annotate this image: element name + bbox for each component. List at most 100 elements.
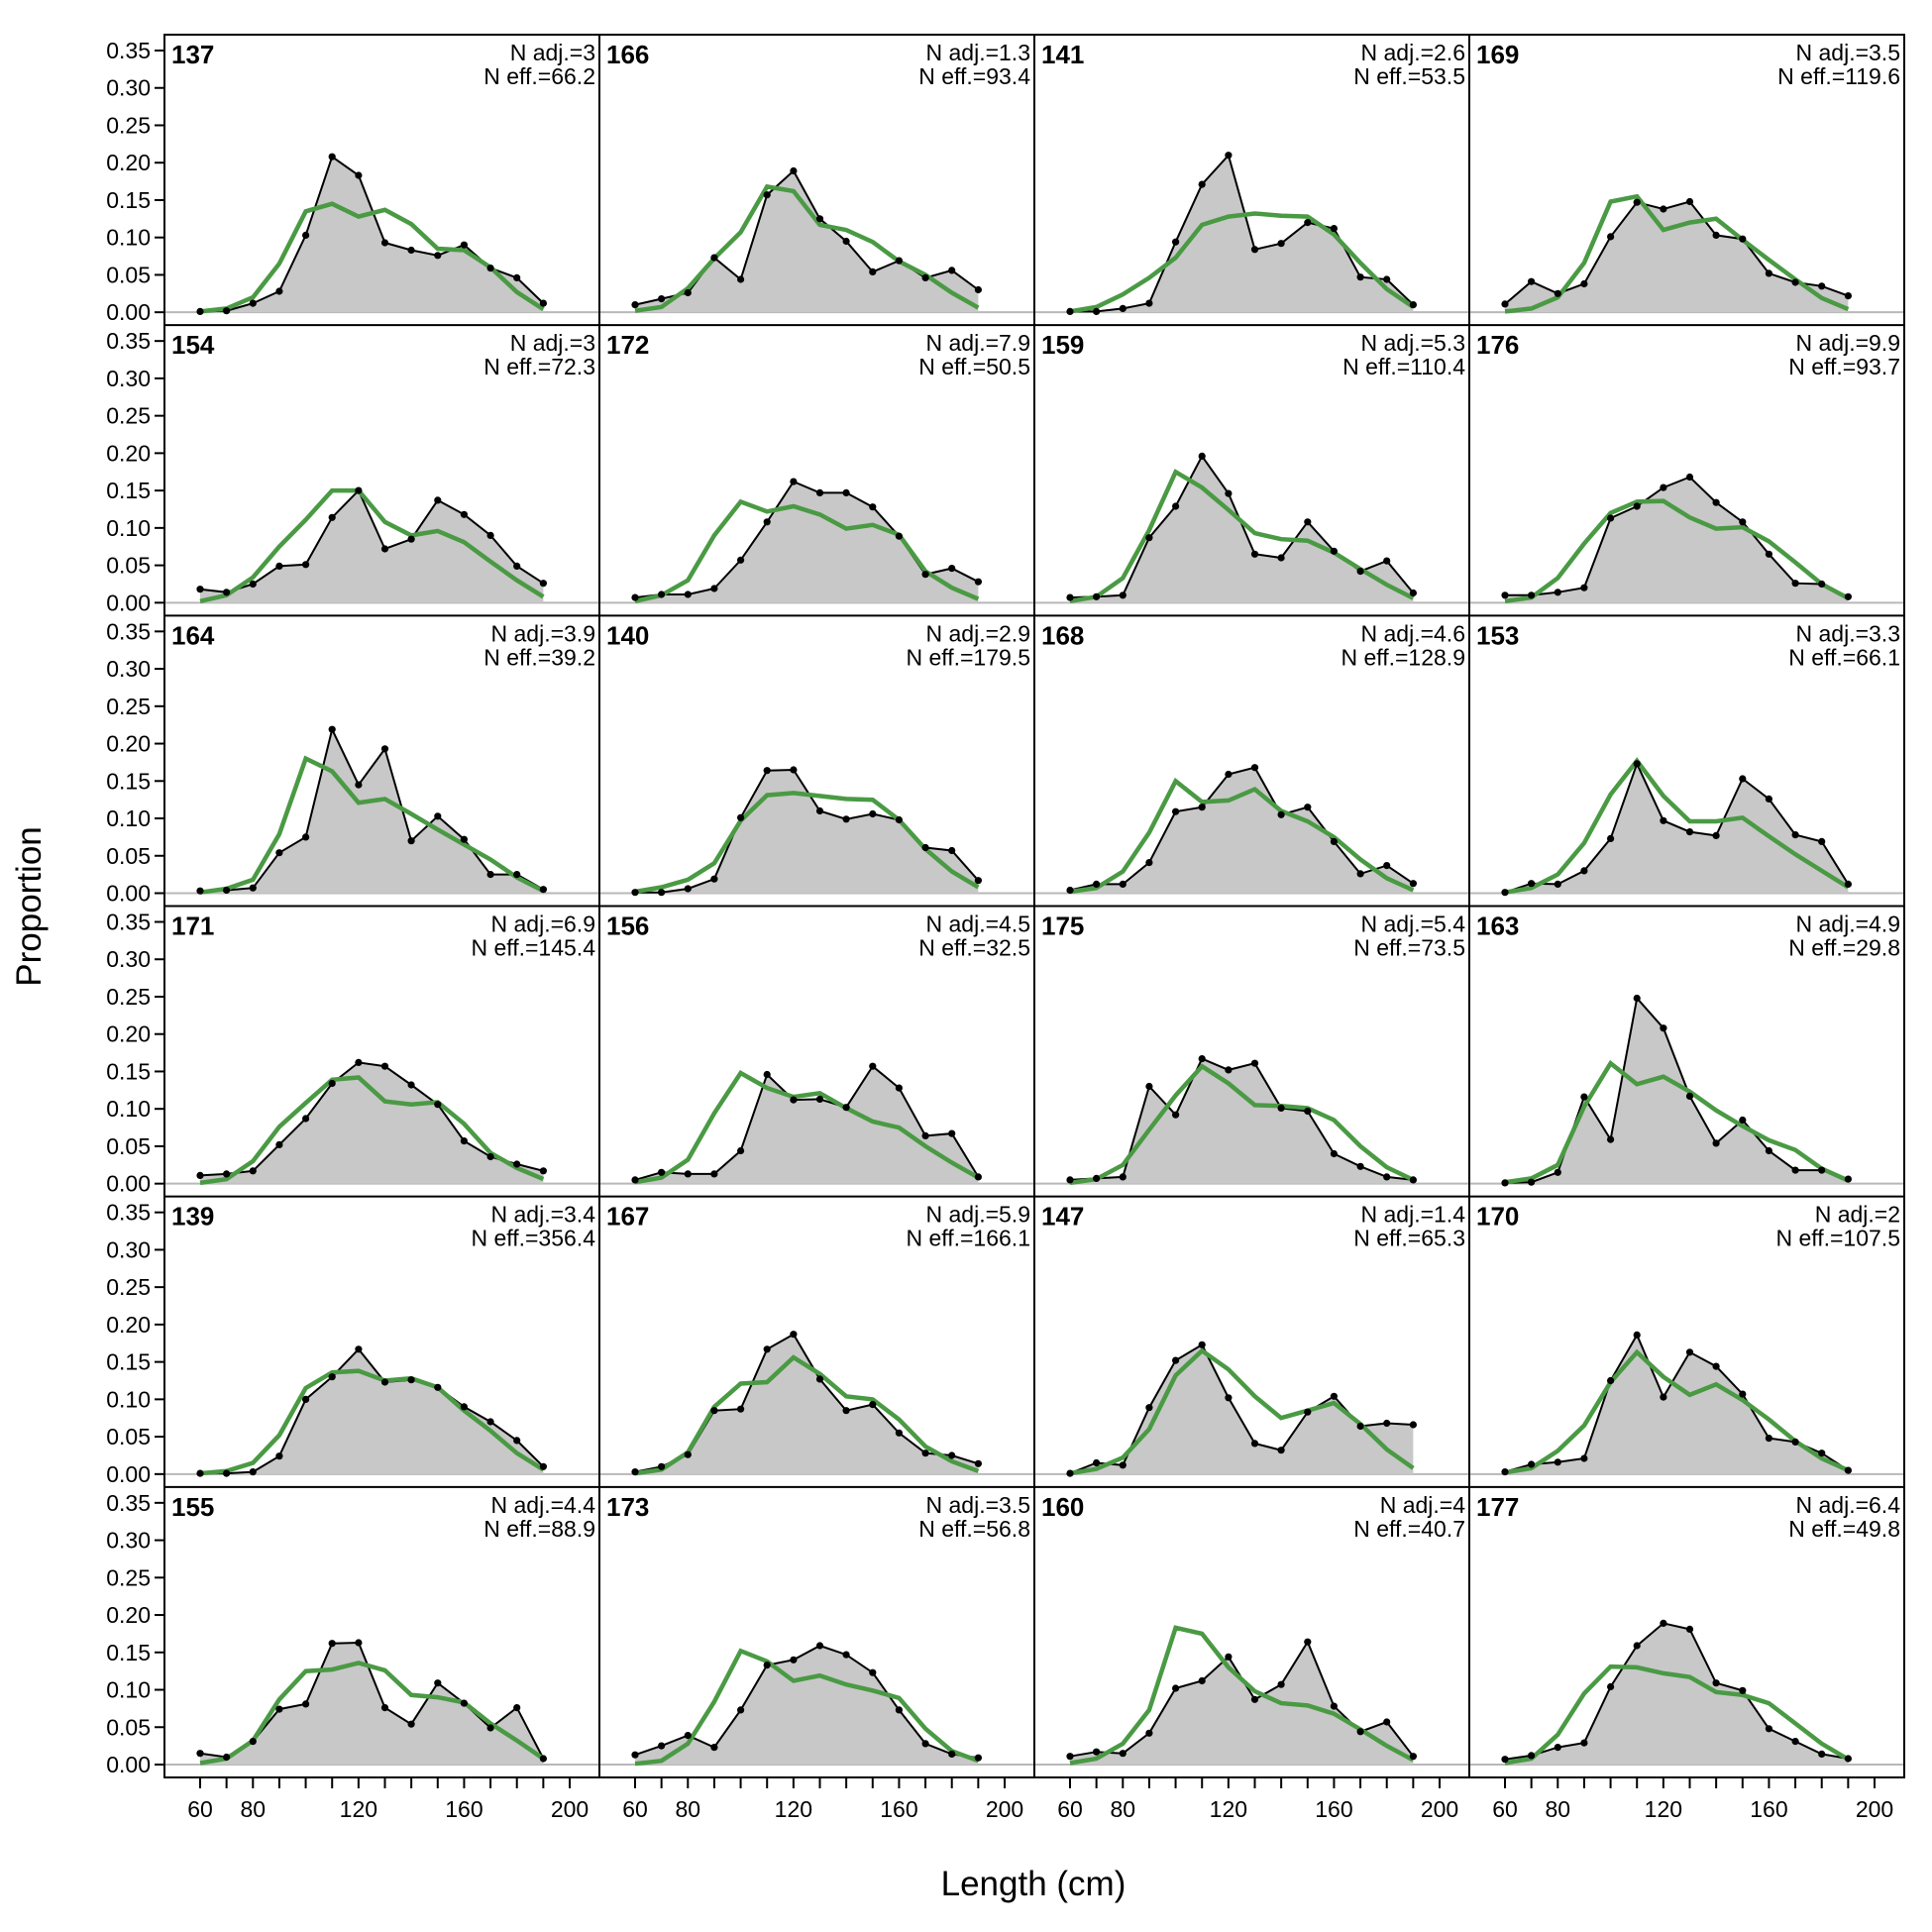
observed-point	[1607, 1135, 1615, 1143]
observed-point	[842, 1651, 850, 1659]
observed-point	[974, 1459, 983, 1467]
expected-line	[1069, 469, 1415, 604]
observed-point	[1501, 591, 1509, 599]
n-adj-label: N adj.=4.5	[926, 912, 1031, 937]
y-tick-label: 0.10	[106, 805, 151, 831]
observed-point	[355, 1345, 363, 1353]
observed-line	[1504, 1622, 1849, 1761]
observed-point	[1791, 278, 1799, 286]
y-tick-label: 0.00	[106, 881, 151, 907]
n-eff-label: N eff.=72.3	[483, 354, 595, 379]
observed-point	[407, 1376, 415, 1384]
observed-point	[1304, 1107, 1312, 1116]
observed-point	[434, 1101, 442, 1109]
observed-point	[658, 590, 666, 598]
observed-point	[1712, 1679, 1720, 1687]
observed-point	[1304, 518, 1312, 526]
observed-point	[1198, 1676, 1206, 1685]
observed-point	[1528, 880, 1536, 888]
panel-label: 177	[1476, 1492, 1519, 1522]
observed-point	[1791, 831, 1799, 839]
observed-point	[1607, 233, 1615, 241]
observed-point	[380, 1062, 389, 1070]
observed-point	[1633, 1331, 1641, 1339]
observed-point	[460, 1699, 468, 1707]
observed-point	[895, 1706, 904, 1714]
observed-point	[1739, 518, 1747, 526]
observed-point	[815, 1375, 824, 1383]
n-adj-label: N adj.=2	[1815, 1202, 1900, 1228]
panel-label: 153	[1476, 620, 1519, 650]
observed-area	[200, 1643, 544, 1765]
n-eff-label: N eff.=53.5	[1353, 63, 1465, 89]
observed-point	[1172, 238, 1180, 246]
n-adj-label: N adj.=4.9	[1796, 912, 1901, 937]
observed-point	[1119, 1750, 1127, 1758]
observed-point	[275, 849, 283, 857]
observed-point	[763, 191, 771, 199]
observed-point	[710, 585, 718, 592]
x-tick-label: 160	[880, 1796, 917, 1822]
observed-point	[1409, 880, 1417, 888]
observed-point	[921, 1449, 929, 1457]
observed-point	[407, 535, 415, 543]
observed-point	[1145, 1404, 1153, 1412]
y-tick-label: 0.05	[106, 843, 151, 869]
y-tick-label: 0.35	[106, 1490, 151, 1516]
observed-point	[223, 589, 231, 596]
observed-point	[684, 885, 692, 893]
observed-point	[1818, 837, 1826, 846]
observed-point	[460, 1403, 468, 1411]
observed-point	[921, 273, 929, 281]
observed-point	[328, 725, 336, 733]
observed-point	[407, 1720, 415, 1728]
observed-area	[1505, 998, 1849, 1184]
y-tick-label: 0.35	[106, 618, 151, 644]
observed-point	[1383, 862, 1391, 870]
panel-label: 166	[606, 40, 649, 69]
y-tick-label: 0.05	[106, 1133, 151, 1159]
x-tick-label: 200	[1856, 1796, 1893, 1822]
panel-141: 141 N adj.=2.6N eff.=53.5	[1034, 40, 1469, 315]
observed-point	[1198, 804, 1206, 811]
observed-point	[1633, 502, 1641, 510]
n-adj-label: N adj.=1.3	[926, 40, 1031, 65]
observed-point	[895, 1429, 904, 1437]
observed-area	[1505, 201, 1849, 313]
n-eff-label: N eff.=50.5	[918, 354, 1030, 379]
observed-point	[1277, 1680, 1285, 1688]
observed-point	[275, 1452, 283, 1460]
observed-point	[1765, 1146, 1772, 1155]
observed-point	[1066, 593, 1074, 601]
y-tick-label: 0.15	[106, 1058, 151, 1084]
n-adj-label: N adj.=3	[510, 40, 595, 65]
observed-point	[869, 1668, 877, 1676]
observed-point	[1554, 1458, 1561, 1466]
y-tick-label: 0.30	[106, 1528, 151, 1554]
panel-163: 163 N adj.=4.9N eff.=29.8	[1469, 912, 1904, 1187]
expected-line	[1069, 211, 1415, 314]
n-adj-label: N adj.=6.9	[491, 912, 596, 937]
observed-point	[842, 488, 850, 496]
n-adj-label: N adj.=1.4	[1361, 1202, 1466, 1228]
observed-point	[869, 809, 877, 818]
expected-line	[1069, 1063, 1415, 1186]
observed-point	[974, 285, 983, 294]
observed-point	[1250, 1059, 1259, 1067]
observed-point	[1409, 1176, 1417, 1184]
n-eff-label: N eff.=66.2	[483, 63, 595, 89]
panel-label: 154	[171, 330, 215, 360]
panel-label: 139	[171, 1202, 214, 1232]
n-adj-label: N adj.=4.6	[1361, 620, 1466, 646]
n-adj-label: N adj.=2.6	[1361, 40, 1466, 65]
observed-point	[196, 307, 204, 315]
observed-point	[1501, 889, 1509, 897]
observed-point	[407, 837, 415, 845]
observed-point	[434, 1383, 442, 1391]
panel-label: 137	[171, 40, 214, 69]
observed-point	[1528, 277, 1536, 285]
y-tick-label: 0.20	[106, 1312, 151, 1338]
observed-point	[486, 265, 494, 272]
panel-label: 171	[171, 912, 214, 941]
panel-147: 147 N adj.=1.4N eff.=65.3	[1034, 1202, 1469, 1477]
